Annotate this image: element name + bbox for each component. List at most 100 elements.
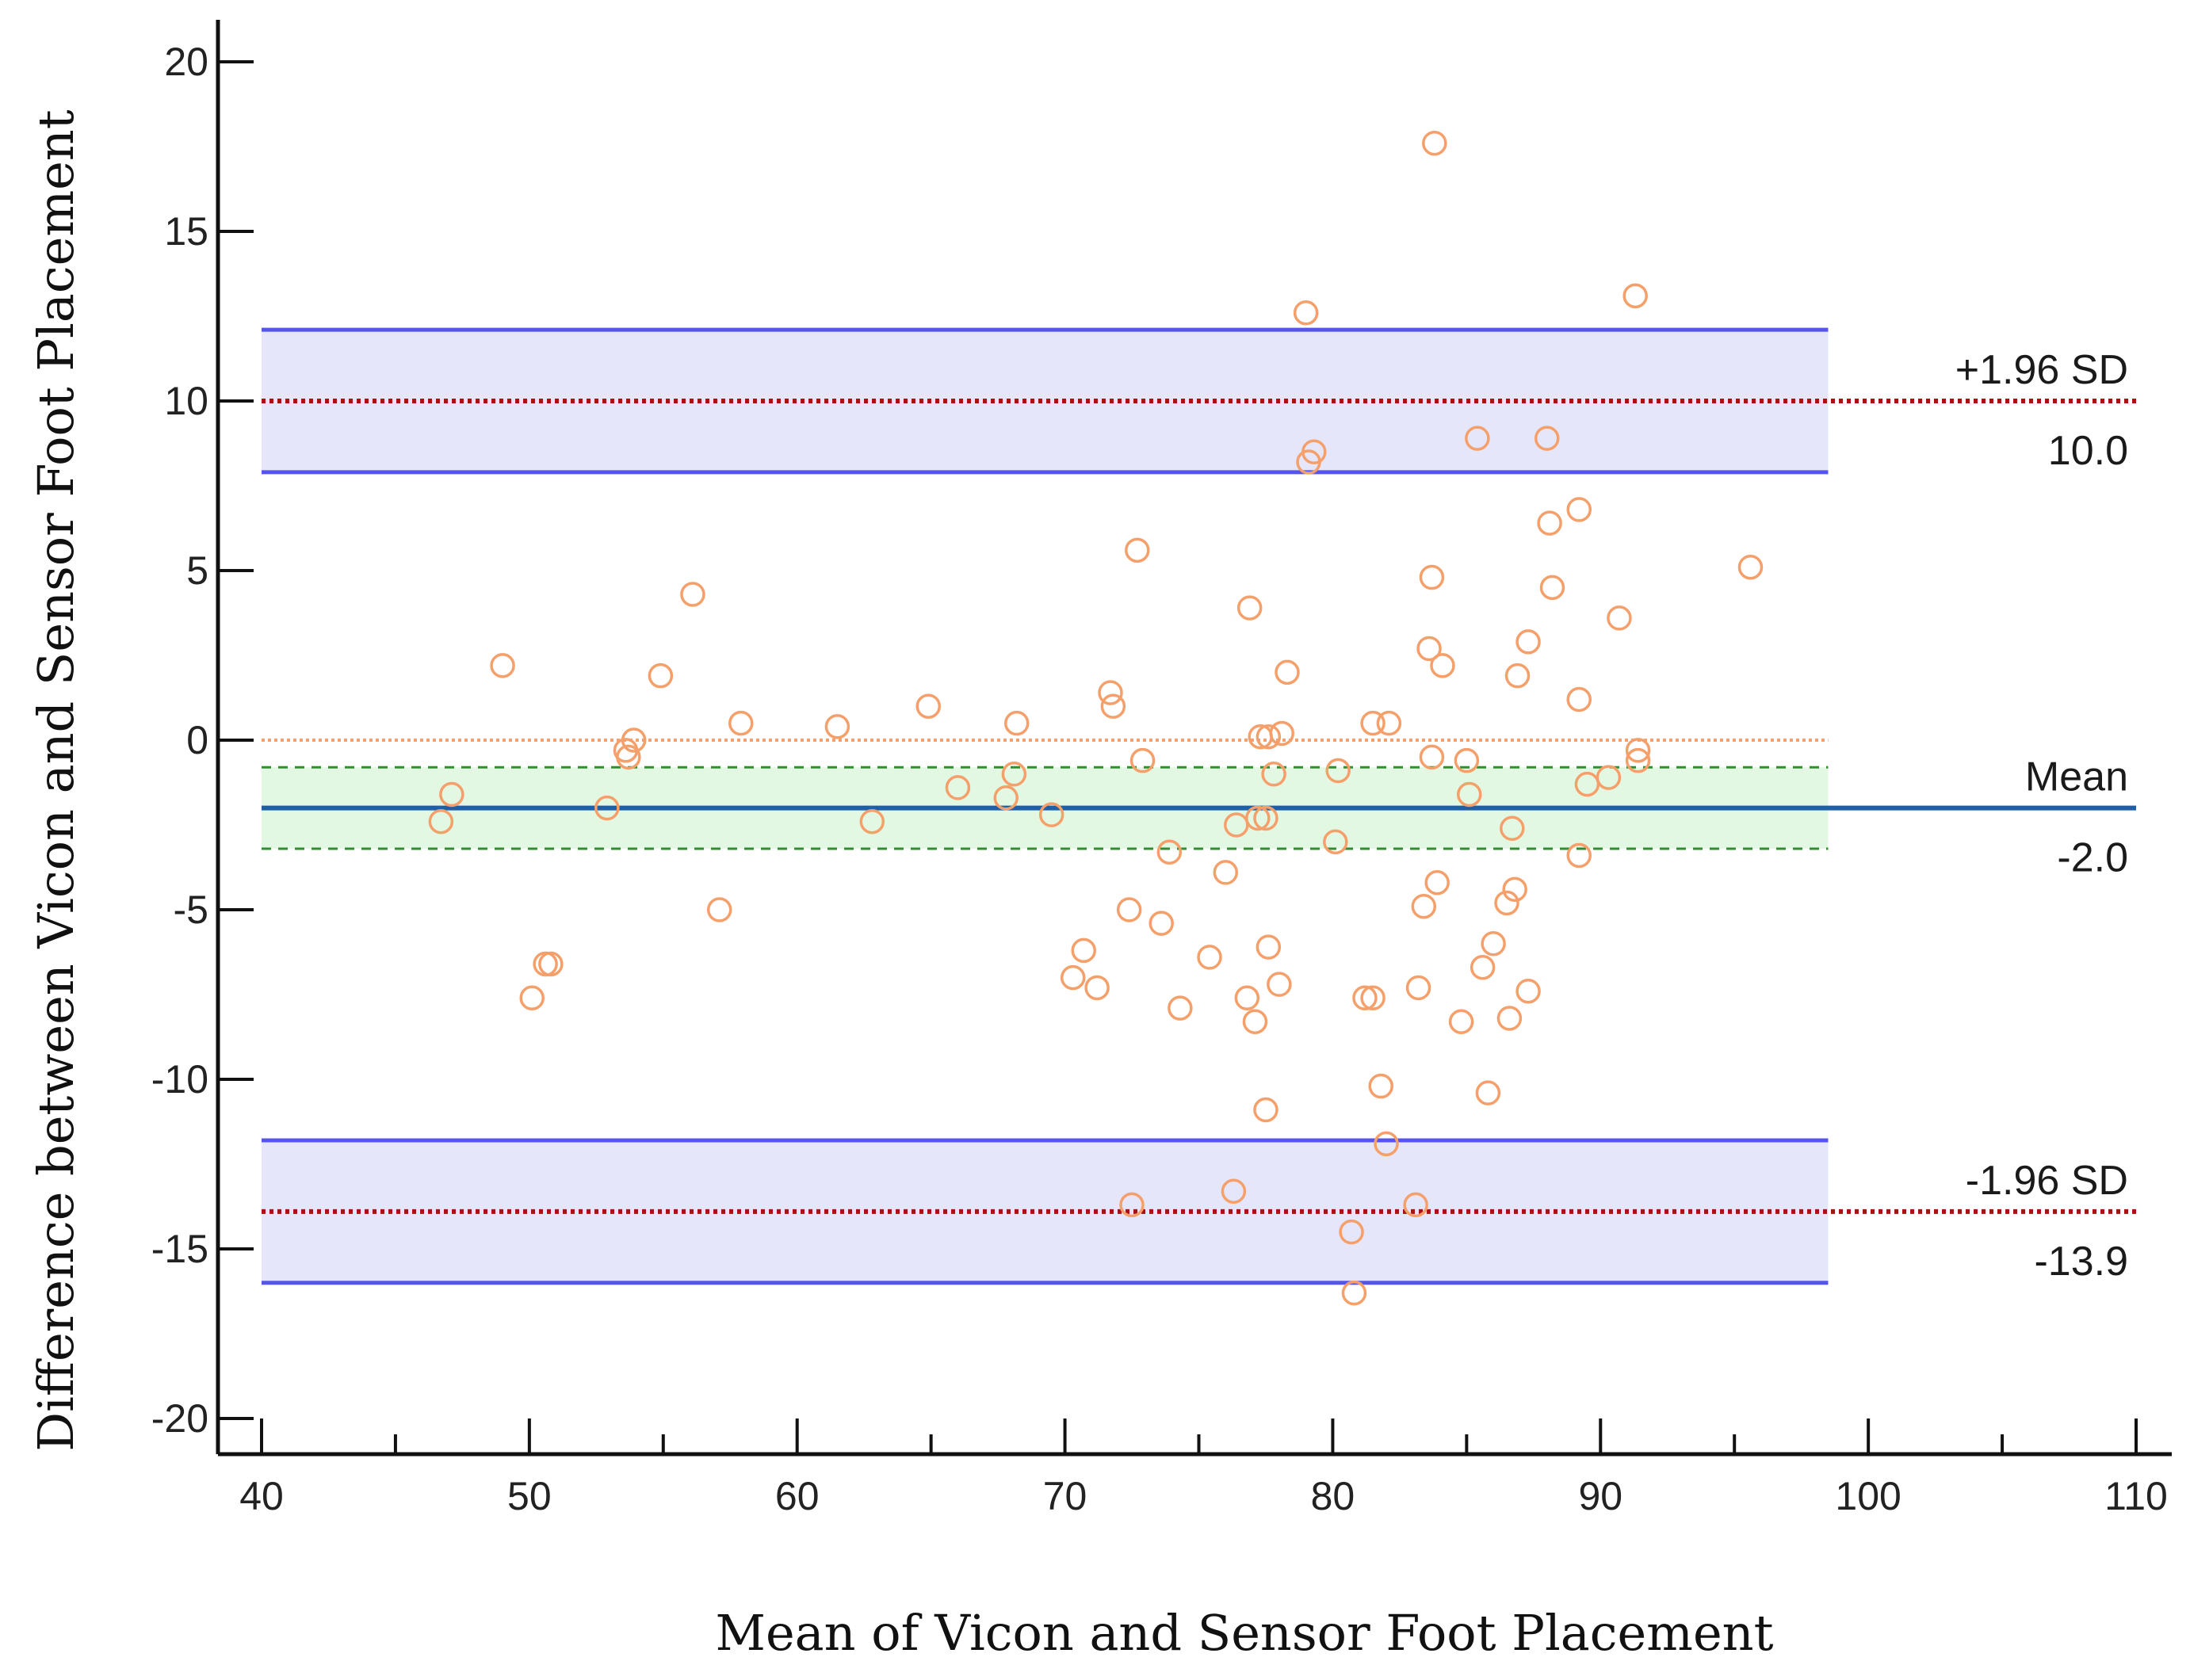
data-point [728,710,754,736]
reference-lines [262,327,2136,1285]
data-point [1625,738,1651,763]
x-tick-label: 80 [1311,1474,1355,1518]
data-point [1256,934,1282,960]
y-axis-title: Difference between Vicon and Sensor Foot… [27,109,85,1451]
data-point [993,785,1019,811]
lower-loa-ci-band [262,1140,1829,1283]
data-point [1168,995,1193,1021]
data-point [1454,747,1480,773]
y-tick-label: 5 [186,548,208,593]
data-point [1060,964,1086,991]
data-point [1038,802,1064,827]
data-point [1419,744,1445,770]
data-point [1496,1006,1523,1031]
data-point [1341,1280,1367,1306]
data-point [1084,975,1110,1001]
data-point [1470,955,1496,980]
data-point [1374,1131,1399,1157]
data-point [1411,893,1437,919]
mean-label: Mean [2025,754,2128,800]
data-point [1323,829,1348,855]
data-point [1213,860,1239,885]
x-tick-label: 90 [1578,1474,1622,1518]
data-point [1376,710,1402,736]
data-point [1339,1219,1364,1245]
y-tick-label: 15 [164,209,208,254]
data-point [1534,426,1560,451]
data-point [1242,1009,1268,1034]
lower-loa-value: -13.9 [2034,1239,2128,1285]
data-point [1245,805,1271,831]
data-point [1504,662,1531,689]
data-point [1275,659,1300,685]
data-point [1267,972,1292,997]
data-point [1502,876,1527,903]
data-point [1430,653,1455,678]
data-point [1566,497,1592,522]
data-point [428,808,454,834]
data-point [1352,985,1378,1011]
data-point [648,662,674,689]
data-point [1100,693,1126,719]
data-point [1625,747,1651,773]
x-tick-label: 60 [775,1474,820,1518]
data-point [1301,439,1327,464]
data-point [1253,805,1278,831]
x-tick-label: 100 [1835,1474,1901,1518]
data-point [1269,720,1294,746]
x-axis-title: Mean of Vicon and Sensor Foot Placement [716,1604,1774,1662]
data-point [1325,758,1351,784]
data-point [519,985,545,1011]
data-point [1539,575,1565,601]
data-point [1197,945,1222,970]
data-point [1293,300,1319,326]
data-point [1236,595,1263,620]
data-point [1537,510,1562,536]
y-tick-label: -20 [151,1396,208,1441]
data-point [1360,710,1385,736]
data-point [1119,1192,1145,1218]
data-point [1566,686,1592,712]
y-tick-label: 10 [164,379,208,423]
lower-loa-label: -1.96 SD [1966,1158,2128,1204]
data-point [824,714,850,739]
y-tick-label: 0 [186,718,208,762]
data-point [616,744,641,770]
data-point [1475,1080,1501,1105]
upper-loa-value: 10.0 [2048,428,2128,474]
data-point [1156,839,1183,865]
data-point [706,897,732,922]
data-point [439,781,464,808]
data-point [1368,1073,1393,1099]
data-point [1098,680,1123,705]
data-point [1416,636,1442,662]
data-point [1622,283,1648,309]
data-point [1596,765,1622,790]
data-point [1234,985,1260,1011]
data-point [1424,870,1450,895]
data-point [1360,985,1385,1011]
data-point [1149,911,1174,936]
data-point [1607,605,1632,631]
data-point [490,653,515,678]
data-point [859,808,885,834]
data-point [1129,747,1156,773]
data-point [945,775,971,800]
data-point [1403,1192,1428,1218]
data-point [1422,130,1447,156]
data-point [1405,975,1431,1001]
data-point [1566,842,1592,869]
mean-value: -2.0 [2057,835,2128,881]
data-point [915,693,942,719]
data-point [533,951,558,977]
data-point [1494,890,1519,916]
x-tick-label: 50 [507,1474,552,1518]
y-tick-label: -15 [151,1227,208,1271]
y-tick-label: 20 [164,40,208,84]
data-point [1116,897,1142,922]
data-point [1500,815,1525,842]
upper-loa-label: +1.96 SD [1955,347,2128,393]
data-point [1456,781,1482,808]
